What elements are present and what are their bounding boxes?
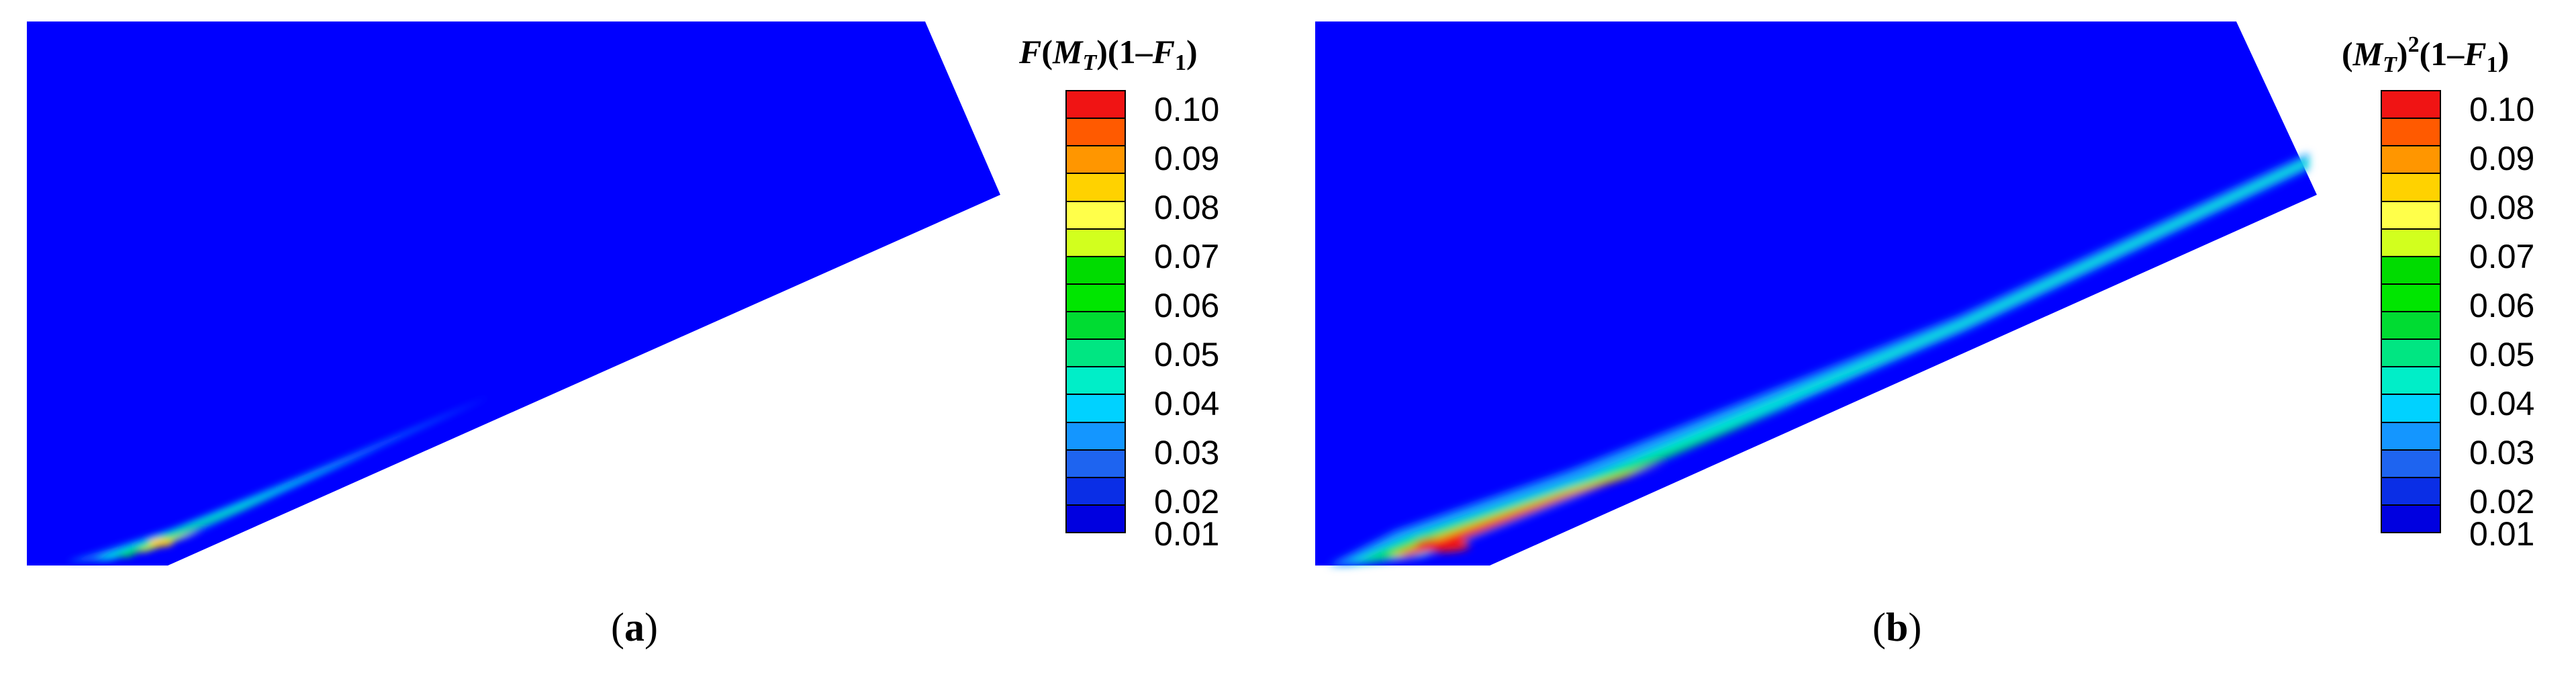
colorbar-band	[1067, 229, 1125, 257]
colorbar-tick-label: 0.06	[2469, 287, 2535, 324]
colorbar-tick-label: 0.02	[1154, 483, 1220, 520]
colorbar-tick-label: 0.04	[2469, 385, 2535, 422]
colorbar-band	[1067, 119, 1125, 147]
colorbar-tick-label: 0.04	[1154, 385, 1220, 422]
colorbar-a	[1065, 90, 1126, 533]
colorbar-tick-label: 0.10	[2469, 91, 2535, 128]
colorbar-band	[1067, 174, 1125, 202]
legend-title-b: (MT)2(1–F1)	[2342, 32, 2510, 77]
colorbar-band	[2382, 284, 2440, 312]
colorbar-band	[2382, 91, 2440, 120]
colorbar-band	[2382, 367, 2440, 396]
contour-plot-a	[27, 21, 1000, 565]
colorbar-band	[2382, 146, 2440, 175]
colorbar-band	[2382, 119, 2440, 147]
colorbar-tick-label: 0.07	[1154, 238, 1220, 275]
colorbar-b	[2381, 90, 2441, 533]
contour-plot-b	[1315, 21, 2317, 565]
legend-title-a: F(MT)(1–F1)	[1019, 33, 1198, 75]
colorbar-tick-label: 0.01	[1154, 515, 1220, 553]
colorbar-band	[1067, 146, 1125, 175]
colorbar-band	[2382, 340, 2440, 368]
colorbar-band	[2382, 422, 2440, 451]
domain-field-b	[1315, 21, 2317, 565]
colorbar-tick-label: 0.10	[1154, 91, 1220, 128]
colorbar-band	[1067, 340, 1125, 368]
colorbar-band	[2382, 174, 2440, 202]
colorbar-band	[2382, 257, 2440, 285]
colorbar-band	[1067, 91, 1125, 120]
panel-b: (MT)2(1–F1) 0.10 0.09 0.08 0.07 0.06 0.0…	[1288, 0, 2576, 679]
colorbar-tick-label: 0.09	[2469, 140, 2535, 177]
colorbar-tick-label: 0.08	[2469, 189, 2535, 226]
colorbar-band	[1067, 422, 1125, 451]
panel-a: F(MT)(1–F1) 0.10 0.09 0.08 0.07 0.06 0.0…	[27, 21, 1220, 649]
colorbar-tick-label: 0.03	[1154, 434, 1220, 471]
colorbar-tick-label: 0.01	[2469, 515, 2535, 553]
colorbar-band	[2382, 505, 2440, 532]
colorbar-band	[1067, 505, 1125, 532]
colorbar-band	[2382, 201, 2440, 230]
colorbar-band	[1067, 395, 1125, 423]
colorbar-tick-label: 0.03	[2469, 434, 2535, 471]
colorbar-band	[2382, 395, 2440, 423]
colorbar-band	[2382, 478, 2440, 506]
colorbar-tick-label: 0.07	[2469, 238, 2535, 275]
colorbar-tick-label: 0.05	[2469, 336, 2535, 373]
colorbar-tick-label: 0.06	[1154, 287, 1220, 324]
colorbar-tick-label: 0.08	[1154, 189, 1220, 226]
contour-streak-b	[1329, 153, 2309, 565]
domain-field-a	[27, 21, 1000, 565]
colorbar-tick-label: 0.09	[1154, 140, 1220, 177]
colorbar-band	[1067, 367, 1125, 396]
colorbar-band	[1067, 478, 1125, 506]
caption-b: (b)	[1872, 605, 1922, 649]
colorbar-tick-label: 0.02	[2469, 483, 2535, 520]
colorbar-band	[1067, 257, 1125, 285]
colorbar-band	[1067, 450, 1125, 478]
colorbar-band	[2382, 229, 2440, 257]
caption-a: (a)	[611, 605, 658, 649]
colorbar-band	[1067, 312, 1125, 341]
colorbar-band	[2382, 450, 2440, 478]
colorbar-band	[2382, 312, 2440, 341]
contour-streak-a	[67, 396, 490, 561]
colorbar-tick-label: 0.05	[1154, 336, 1220, 373]
colorbar-band	[1067, 284, 1125, 312]
colorbar-band	[1067, 201, 1125, 230]
